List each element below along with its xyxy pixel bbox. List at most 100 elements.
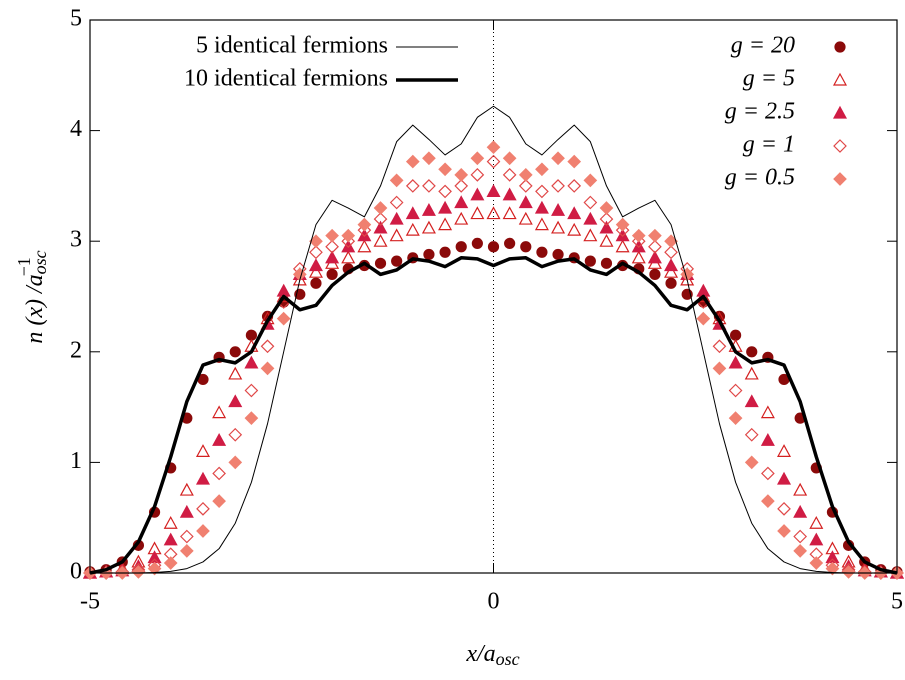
point bbox=[391, 255, 403, 267]
legend-marker bbox=[832, 105, 848, 119]
point bbox=[389, 228, 404, 242]
point bbox=[793, 544, 808, 558]
point bbox=[744, 394, 759, 408]
point bbox=[245, 329, 257, 341]
point bbox=[163, 556, 178, 570]
line bbox=[89, 256, 898, 575]
point bbox=[260, 339, 275, 354]
legend-label: 10 identical fermions bbox=[184, 66, 388, 92]
point bbox=[374, 257, 387, 269]
point bbox=[147, 561, 162, 576]
point bbox=[728, 355, 743, 369]
point bbox=[648, 228, 662, 243]
point bbox=[631, 228, 646, 243]
x-tick-label: -5 bbox=[80, 589, 100, 615]
point bbox=[470, 187, 485, 201]
point bbox=[615, 239, 630, 253]
y-tick-label: 0 bbox=[70, 559, 82, 585]
point bbox=[584, 255, 596, 267]
point bbox=[518, 179, 533, 193]
point bbox=[357, 239, 372, 253]
line bbox=[90, 105, 897, 574]
legend-marker bbox=[834, 41, 846, 53]
point bbox=[179, 544, 194, 558]
legend-marker bbox=[833, 172, 847, 186]
point bbox=[244, 355, 259, 369]
point bbox=[438, 184, 452, 199]
point bbox=[631, 250, 646, 264]
point bbox=[454, 167, 469, 182]
point bbox=[599, 220, 614, 234]
legend-label: g = 20 bbox=[731, 33, 795, 59]
point bbox=[422, 179, 436, 193]
point bbox=[761, 494, 775, 508]
point bbox=[454, 195, 469, 209]
point bbox=[405, 206, 420, 220]
point bbox=[422, 151, 436, 166]
point bbox=[196, 524, 210, 538]
point bbox=[357, 223, 372, 237]
point bbox=[712, 339, 727, 354]
legend-label: g = 5 bbox=[743, 66, 795, 92]
point bbox=[389, 211, 404, 225]
point bbox=[228, 366, 243, 380]
point bbox=[421, 220, 436, 234]
point bbox=[179, 482, 194, 496]
point bbox=[599, 233, 614, 247]
point bbox=[454, 211, 469, 225]
point bbox=[421, 202, 436, 216]
point bbox=[470, 151, 485, 166]
point bbox=[809, 532, 824, 546]
legend-marker bbox=[832, 72, 848, 86]
point bbox=[809, 515, 824, 529]
y-label-sub: osc bbox=[30, 250, 50, 274]
point bbox=[777, 524, 791, 538]
point bbox=[325, 250, 340, 264]
point bbox=[228, 394, 243, 408]
point bbox=[326, 268, 338, 280]
point bbox=[229, 346, 241, 358]
point bbox=[696, 311, 711, 326]
point bbox=[520, 241, 532, 253]
point bbox=[308, 264, 323, 278]
point bbox=[389, 195, 404, 210]
point bbox=[438, 217, 453, 231]
point bbox=[518, 195, 533, 209]
point bbox=[793, 529, 808, 544]
point bbox=[308, 258, 323, 272]
point bbox=[615, 223, 630, 237]
point bbox=[583, 211, 598, 225]
point bbox=[341, 228, 356, 243]
point bbox=[470, 167, 485, 182]
point bbox=[631, 234, 646, 249]
point bbox=[567, 222, 582, 236]
point bbox=[535, 184, 549, 199]
point bbox=[373, 220, 388, 234]
plot-frame bbox=[89, 19, 898, 574]
point bbox=[486, 154, 501, 169]
point bbox=[728, 411, 743, 426]
point bbox=[600, 257, 613, 269]
point bbox=[599, 212, 614, 226]
point bbox=[341, 250, 356, 264]
point bbox=[744, 427, 759, 442]
point bbox=[825, 561, 840, 576]
point bbox=[502, 151, 517, 166]
point bbox=[454, 179, 469, 193]
point bbox=[809, 556, 824, 570]
point bbox=[373, 233, 388, 247]
point bbox=[486, 206, 501, 220]
point bbox=[212, 466, 226, 481]
point bbox=[664, 245, 678, 260]
point bbox=[551, 151, 565, 166]
point bbox=[325, 228, 339, 243]
point bbox=[455, 241, 467, 253]
point bbox=[470, 206, 485, 220]
point bbox=[647, 250, 662, 264]
point bbox=[551, 179, 565, 193]
point bbox=[212, 494, 226, 508]
point bbox=[195, 471, 210, 485]
y-tick-label: 4 bbox=[70, 116, 82, 142]
point bbox=[373, 212, 388, 226]
